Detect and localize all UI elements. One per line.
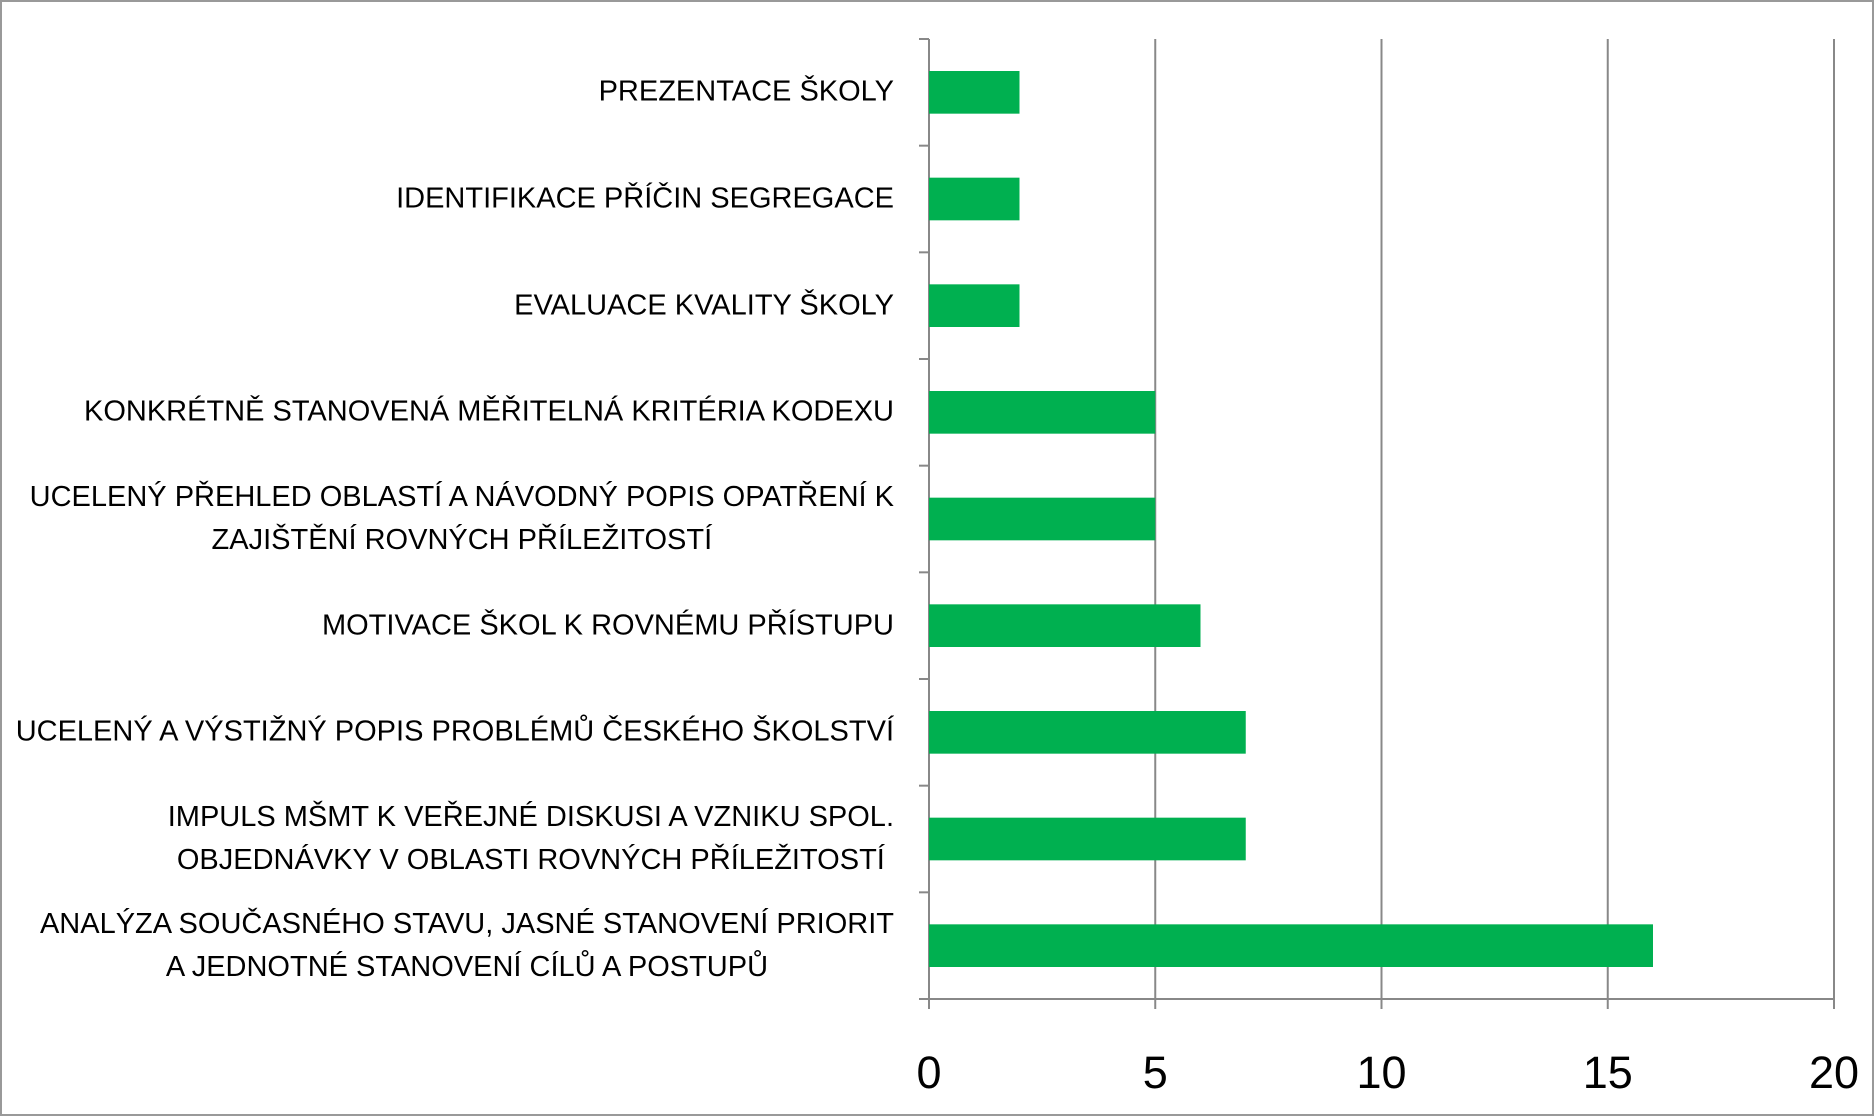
category-label: UCELENÝ PŘEHLED OBLASTÍ A NÁVODNÝ POPIS … bbox=[29, 481, 894, 556]
x-tick-label: 10 bbox=[1356, 1047, 1406, 1098]
category-label: EVALUACE KVALITY ŠKOLY bbox=[514, 289, 894, 322]
category-label: MOTIVACE ŠKOL K ROVNÉMU PŘÍSTUPU bbox=[321, 609, 894, 642]
category-label: PREZENTACE ŠKOLY bbox=[598, 75, 894, 108]
bar bbox=[929, 177, 1020, 221]
bar bbox=[929, 391, 1156, 434]
bar bbox=[929, 711, 1246, 754]
category-label: KONKRÉTNĚ STANOVENÁ MĚŘITELNÁ KRITÉRIA K… bbox=[83, 395, 894, 428]
x-tick-label: 0 bbox=[916, 1047, 941, 1098]
x-tick-label: 15 bbox=[1583, 1047, 1633, 1098]
bar bbox=[929, 924, 1653, 967]
bar bbox=[929, 497, 1156, 541]
bar bbox=[929, 71, 1020, 114]
x-tick-label: 20 bbox=[1809, 1047, 1859, 1098]
category-label: ANALÝZA SOUČASNÉHO STAVU, JASNÉ STANOVEN… bbox=[39, 907, 894, 983]
category-label: UCELENÝ A VÝSTIŽNÝ POPIS PROBLÉMŮ ČESKÉH… bbox=[15, 715, 894, 748]
x-tick-label: 5 bbox=[1143, 1047, 1168, 1098]
category-label: IDENTIFIKACE PŘÍČIN SEGREGACE bbox=[396, 182, 894, 215]
category-label: IMPULS MŠMT K VEŘEJNÉ DISKUSI A VZNIKU S… bbox=[167, 801, 894, 876]
bar bbox=[929, 817, 1246, 861]
bar bbox=[929, 284, 1020, 327]
bar bbox=[929, 604, 1201, 647]
